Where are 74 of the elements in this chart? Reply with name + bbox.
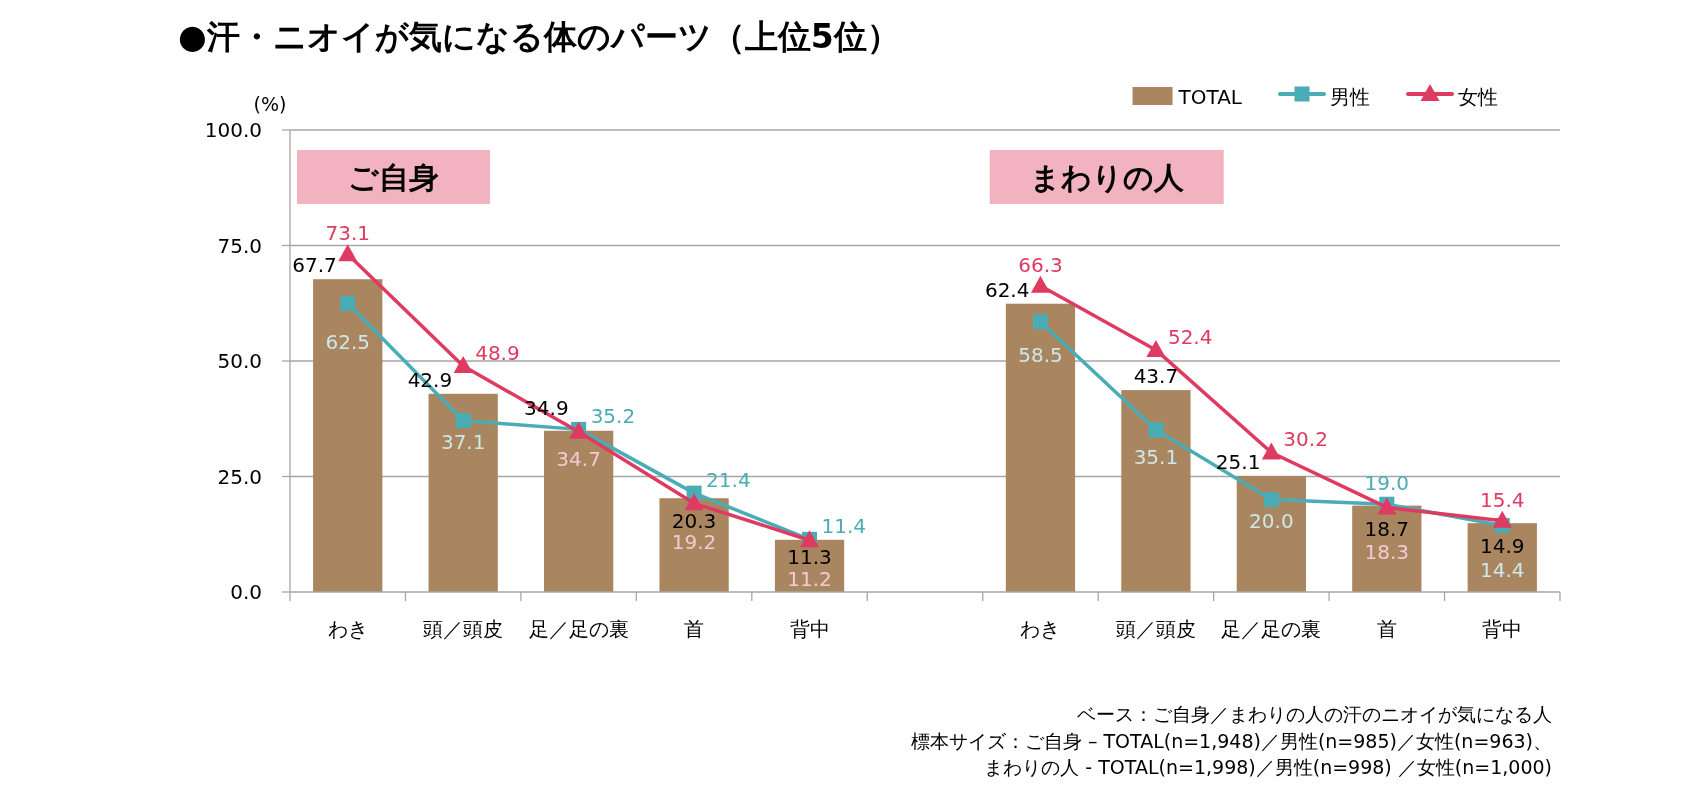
point xyxy=(684,493,704,511)
data-label: 34.7 xyxy=(556,446,601,471)
legend-item: TOTAL xyxy=(1132,85,1242,109)
point xyxy=(338,244,358,262)
legend-label: 女性 xyxy=(1458,85,1498,109)
data-label: 14.9 xyxy=(1480,534,1525,559)
data-label: 11.2 xyxy=(787,567,832,592)
data-label: 35.1 xyxy=(1133,444,1179,469)
y-axis-title: (%) xyxy=(253,93,287,115)
legend-label: TOTAL xyxy=(1177,85,1243,109)
x-tick-label: わき xyxy=(327,617,368,641)
point xyxy=(1030,275,1050,293)
data-label: 67.7 xyxy=(292,253,337,278)
y-tick-label: 50.0 xyxy=(217,349,262,373)
data-label: 35.2 xyxy=(590,404,636,429)
bar xyxy=(544,430,614,592)
point xyxy=(1492,510,1512,528)
x-tick-label: 首 xyxy=(684,617,705,641)
data-label: 19.0 xyxy=(1364,471,1410,496)
data-label: 14.4 xyxy=(1480,558,1525,583)
data-label: 43.7 xyxy=(1133,364,1179,389)
y-tick-label: 100.0 xyxy=(204,118,262,142)
group-header: ご自身 xyxy=(297,150,490,204)
y-tick-label: 75.0 xyxy=(217,233,262,258)
data-label: 11.4 xyxy=(821,514,867,539)
x-tick-label: 足／足の裏 xyxy=(1221,617,1322,641)
text: ベース：ご自身／まわりの人の汗のニオイが気になる人 xyxy=(1077,703,1552,725)
bar xyxy=(1236,476,1306,592)
bar xyxy=(1121,390,1191,592)
data-label: 18.3 xyxy=(1364,540,1410,565)
data-label: 25.1 xyxy=(1215,450,1261,475)
data-label: 21.4 xyxy=(706,468,751,493)
data-label: 48.9 xyxy=(475,341,520,366)
data-label: 58.5 xyxy=(1018,342,1063,367)
data-label: 30.2 xyxy=(1283,427,1328,452)
data-label: 62.4 xyxy=(984,277,1030,302)
point xyxy=(1146,339,1166,357)
x-tick-label: 頭／頭皮 xyxy=(1115,617,1196,641)
point xyxy=(1263,492,1279,508)
x-tick-label: 首 xyxy=(1376,617,1397,641)
data-label: 20.0 xyxy=(1249,508,1294,533)
point xyxy=(1148,422,1164,438)
text: 標本サイズ：ご自身 – TOTAL(n=1,948)／男性(n=985)／女性(n=963)、 xyxy=(910,729,1552,752)
data-label: 11.3 xyxy=(787,544,832,569)
annotation: まわりの人 xyxy=(1029,160,1185,195)
group-header: まわりの人 xyxy=(989,150,1224,204)
legend-item: 女性 xyxy=(1406,84,1498,109)
point xyxy=(453,356,473,374)
annotation: ご自身 xyxy=(348,160,439,195)
bar xyxy=(1005,303,1076,592)
data-label: 62.5 xyxy=(325,330,370,355)
x-tick-label: 頭／頭皮 xyxy=(423,617,504,641)
point xyxy=(1032,314,1048,330)
legend-item: 男性 xyxy=(1278,85,1370,109)
legend-label: 男性 xyxy=(1330,85,1370,109)
x-tick-label: わき xyxy=(1020,617,1061,641)
text: まわりの人 - TOTAL(n=1,998)／男性(n=998) ／女性(n=1,000) xyxy=(984,756,1552,778)
bar xyxy=(313,279,383,592)
data-label: 37.1 xyxy=(440,429,486,454)
point xyxy=(340,295,356,311)
bar xyxy=(428,393,498,592)
data-label: 66.3 xyxy=(1018,252,1063,277)
data-label: 18.7 xyxy=(1364,516,1410,541)
x-tick-label: 足／足の裏 xyxy=(528,617,629,641)
x-tick-label: 背中 xyxy=(1482,617,1523,641)
point xyxy=(1261,442,1281,460)
y-tick-label: 0.0 xyxy=(230,580,262,604)
point xyxy=(455,413,471,429)
data-label: 15.4 xyxy=(1480,487,1525,512)
x-tick-label: 背中 xyxy=(789,617,830,641)
data-label: 52.4 xyxy=(1167,324,1213,349)
data-label: 73.1 xyxy=(325,221,370,246)
y-tick-label: 25.0 xyxy=(217,464,262,489)
chart-title: ●汗・ニオイが気になる体のパーツ（上位5位） xyxy=(178,17,900,56)
